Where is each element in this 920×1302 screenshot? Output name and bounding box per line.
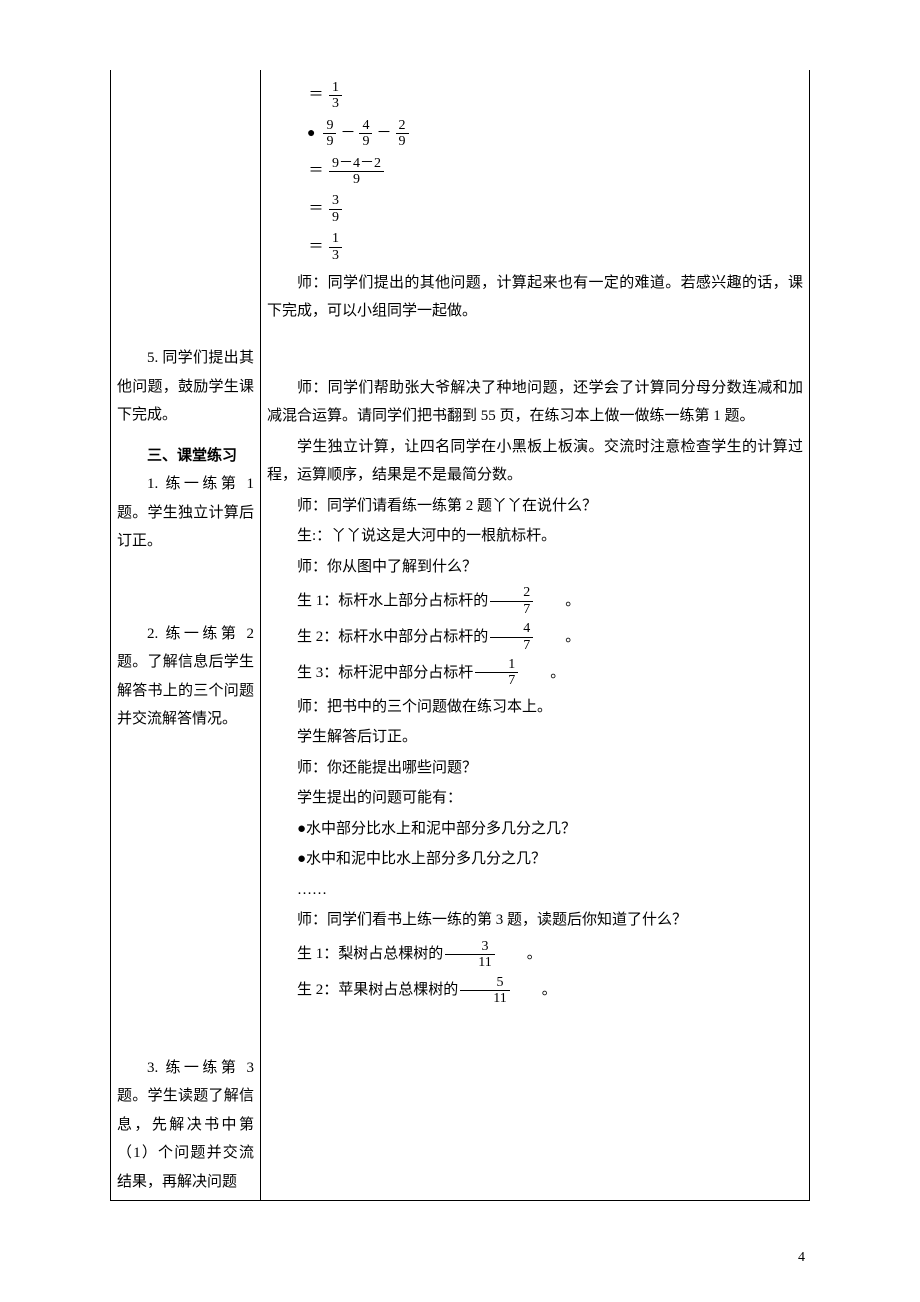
math-block-1: ＝ 1 3 ● 9 9 － 4 bbox=[267, 80, 803, 263]
fraction-5-11: 5 11 bbox=[460, 975, 509, 1007]
right-s2-l7: 师：把书中的三个问题做在练习本上。 bbox=[267, 693, 803, 722]
fraction-9-9: 9 9 bbox=[323, 118, 336, 150]
fraction-4-7: 4 7 bbox=[490, 621, 533, 653]
page-number: 4 bbox=[798, 1245, 805, 1272]
right-column: ＝ 1 3 ● 9 9 － 4 bbox=[261, 70, 810, 1201]
fraction-1-7: 1 7 bbox=[475, 657, 518, 689]
left-item-2: 2. 练一练第 2 题。了解信息后学生解答书上的三个问题并交流解答情况。 bbox=[117, 620, 254, 734]
equals-sign: ＝ bbox=[307, 237, 325, 258]
right-s2-l6: 生 3：标杆泥中部分占标杆 1 7 。 bbox=[267, 657, 803, 689]
page-container: 5. 同学们提出其他问题，鼓励学生课下完成。 三、课堂练习 1. 练一练第 1 … bbox=[0, 0, 920, 1302]
left-section-3-title: 三、课堂练习 bbox=[117, 442, 254, 471]
right-s2-l10: 学生提出的问题可能有： bbox=[267, 784, 803, 813]
fraction-1-3: 1 3 bbox=[329, 80, 342, 112]
right-s2-l4: 生 1：标杆水上部分占标杆的 2 7 。 bbox=[267, 585, 803, 617]
left-column: 5. 同学们提出其他问题，鼓励学生课下完成。 三、课堂练习 1. 练一练第 1 … bbox=[111, 70, 261, 1201]
right-s3-l2: 生 1：梨树占总棵树的 3 11 。 bbox=[267, 939, 803, 971]
right-s3-l3: 生 2：苹果树占总棵树的 5 11 。 bbox=[267, 975, 803, 1007]
left-item-1: 1. 练一练第 1 题。学生独立计算后订正。 bbox=[117, 470, 254, 556]
fraction-4-9: 4 9 bbox=[359, 118, 372, 150]
right-p5: 师：同学们提出的其他问题，计算起来也有一定的难道。若感兴趣的话，课下完成，可以小… bbox=[267, 269, 803, 326]
equals-sign: ＝ bbox=[307, 161, 325, 182]
minus-sign: － bbox=[376, 123, 391, 144]
right-s2-l11: ●水中部分比水上和泥中部分多几分之几？ bbox=[267, 815, 803, 844]
equals-sign: ＝ bbox=[307, 85, 325, 106]
right-s2-l8: 学生解答后订正。 bbox=[267, 723, 803, 752]
fraction-expr-9: 9－4－2 9 bbox=[329, 156, 384, 188]
right-s2-l13: …… bbox=[267, 876, 803, 905]
right-s2-l2: 生:：丫丫说这是大河中的一根航标杆。 bbox=[267, 522, 803, 551]
right-s3-l1: 师：同学们看书上练一练的第 3 题，读题后你知道了什么？ bbox=[267, 906, 803, 935]
right-s2-l3: 师：你从图中了解到什么？ bbox=[267, 553, 803, 582]
right-s2-l12: ●水中和泥中比水上部分多几分之几？ bbox=[267, 845, 803, 874]
bullet-icon: ● bbox=[307, 124, 315, 144]
fraction-3-11: 3 11 bbox=[445, 939, 494, 971]
right-s1-p1: 师：同学们帮助张大爷解决了种地问题，还学会了计算同分母分数连减和加减混合运算。请… bbox=[267, 374, 803, 431]
right-s2-l9: 师：你还能提出哪些问题？ bbox=[267, 754, 803, 783]
fraction-2-9: 2 9 bbox=[396, 118, 409, 150]
left-item-3: 3. 练一练第 3 题。学生读题了解信息，先解决书中第（1）个问题并交流结果，再… bbox=[117, 1054, 254, 1197]
minus-sign: － bbox=[340, 123, 355, 144]
right-s2-l5: 生 2：标杆水中部分占标杆的 4 7 。 bbox=[267, 621, 803, 653]
fraction-2-7: 2 7 bbox=[490, 585, 533, 617]
fraction-1-3-b: 1 3 bbox=[329, 231, 342, 263]
right-s1-p2: 学生独立计算，让四名同学在小黑板上板演。交流时注意检查学生的计算过程，运算顺序，… bbox=[267, 433, 803, 490]
right-s2-l1: 师：同学们请看练一练第 2 题丫丫在说什么？ bbox=[267, 492, 803, 521]
equals-sign: ＝ bbox=[307, 199, 325, 220]
layout-table: 5. 同学们提出其他问题，鼓励学生课下完成。 三、课堂练习 1. 练一练第 1 … bbox=[110, 70, 810, 1201]
left-item-5: 5. 同学们提出其他问题，鼓励学生课下完成。 bbox=[117, 344, 254, 430]
fraction-3-9: 3 9 bbox=[329, 193, 342, 225]
